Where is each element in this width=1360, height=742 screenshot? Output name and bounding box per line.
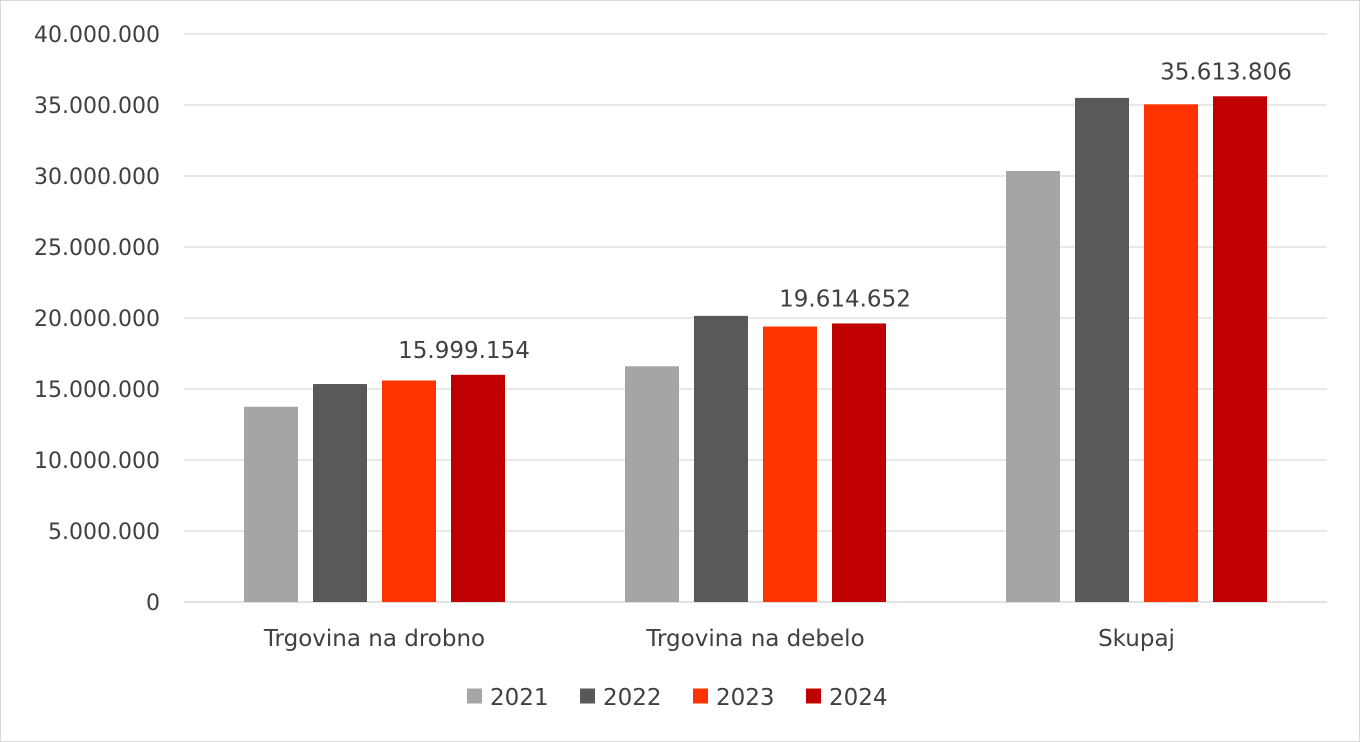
gridlines [184,33,1327,603]
legend-label: 2023 [716,685,775,711]
bar-2022-2 [1075,97,1129,603]
data-label: 15.999.154 [398,338,530,364]
y-axis-tick-labels: 0 5.000.000 10.000.000 15.000.000 20.000.000… [34,23,160,616]
legend: 2021 2022 2023 2024 [467,685,888,711]
y-tick-label: 15.000.000 [34,378,160,403]
y-tick-label: 0 [146,591,160,616]
bars [244,96,1267,603]
bar-2022-1 [694,315,748,602]
legend-swatch-2021 [467,688,482,704]
legend-swatch-2024 [806,688,821,704]
bar-2021-1 [625,366,679,602]
legend-swatch-2022 [580,688,595,704]
bar-2021-0 [244,406,298,602]
data-label: 19.614.652 [779,286,911,312]
bar-2023-2 [1144,104,1198,602]
bar-2024-2 [1213,96,1267,602]
category-label: Trgovina na debelo [645,626,864,652]
y-tick-label: 25.000.000 [34,236,160,261]
y-tick-label: 10.000.000 [34,449,160,474]
y-tick-label: 30.000.000 [34,165,160,190]
bar-2022-0 [313,384,367,602]
y-tick-label: 40.000.000 [34,23,160,48]
legend-label: 2022 [603,685,662,711]
category-label: Trgovina na drobno [263,626,485,652]
data-labels: 15.999.154 19.614.652 35.613.806 [398,59,1292,364]
data-label: 35.613.806 [1160,59,1292,85]
legend-label: 2021 [490,685,549,711]
legend-label: 2024 [829,685,888,711]
x-axis-category-labels: Trgovina na drobno Trgovina na debelo Skup… [263,626,1175,652]
bar-2021-2 [1006,171,1060,602]
y-tick-label: 20.000.000 [34,307,160,332]
y-tick-label: 35.000.000 [34,94,160,119]
category-label: Skupaj [1098,626,1175,652]
bar-2024-1 [832,323,886,602]
legend-swatch-2023 [693,688,708,704]
bar-2023-0 [382,380,436,602]
bar-2023-1 [763,326,817,602]
y-tick-label: 5.000.000 [48,520,160,545]
bar-2024-0 [451,374,505,602]
